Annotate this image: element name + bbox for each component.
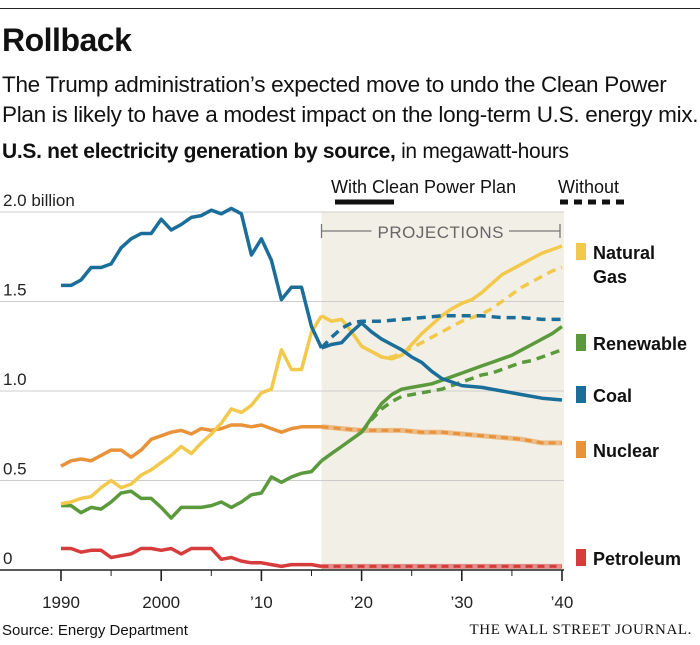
- series-renewable-without-cpp: [360, 348, 563, 434]
- series-coal-with-cpp: [320, 321, 563, 402]
- y-tick-label: 1.5: [3, 281, 27, 300]
- source-note: Source: Energy Department: [2, 622, 188, 639]
- headline: Rollback: [2, 22, 132, 58]
- series-label-nuclear: Nuclear: [593, 441, 659, 461]
- series-label-coal: Coal: [593, 386, 632, 406]
- x-tick-label: ’30: [450, 593, 473, 612]
- top-rule: [0, 8, 700, 9]
- y-tick-label: 2.0 billion: [3, 191, 75, 210]
- legend-without-label: Without: [558, 177, 619, 197]
- chart-title: U.S. net electricity generation by sourc…: [2, 140, 569, 164]
- legend-swatch-coal: [576, 386, 586, 403]
- series-coal-without-cpp: [320, 314, 562, 350]
- legend-swatch-natural_gas: [576, 243, 586, 260]
- legend-swatch-renewable: [576, 334, 586, 351]
- legend-swatch-petroleum: [576, 549, 586, 566]
- projection-label: PROJECTIONS: [378, 223, 504, 242]
- series-renewable-historical: [61, 459, 323, 520]
- chart-title-bold: U.S. net electricity generation by sourc…: [2, 140, 396, 163]
- series-natural_gas-historical: [60, 314, 323, 506]
- y-tick-label: 0.5: [3, 460, 27, 479]
- series-coal-historical: [61, 206, 324, 349]
- x-tick-label: ’20: [350, 593, 373, 612]
- x-tick-label: ’40: [551, 593, 574, 612]
- y-tick-label: 0: [3, 549, 12, 568]
- line-chart: 2.0 billion 1.5 1.0 0.5 0 PROJECTIONS With Cle…: [0, 177, 687, 612]
- dek: The Trump administration’s expected move…: [2, 72, 699, 127]
- x-tick-label: 2000: [142, 593, 180, 612]
- y-tick-label: 1.0: [3, 370, 27, 389]
- credit-line: THE WALL STREET JOURNAL.: [469, 622, 692, 638]
- legend-with-label: With Clean Power Plan: [331, 177, 516, 197]
- series-label-renewable: Renewable: [593, 334, 687, 354]
- series-petroleum-historical: [61, 546, 322, 569]
- x-tick-label: 1990: [42, 593, 80, 612]
- series-label-petroleum: Petroleum: [593, 549, 681, 569]
- chart-title-rest: in megawatt-hours: [395, 140, 569, 163]
- series-natural_gas-with-cpp: [320, 244, 563, 361]
- legend-swatch-nuclear: [576, 441, 586, 458]
- x-tick-label: ’10: [250, 593, 273, 612]
- series-nuclear-historical: [60, 423, 322, 468]
- series-label-natural_gas: Natural Gas: [593, 243, 655, 287]
